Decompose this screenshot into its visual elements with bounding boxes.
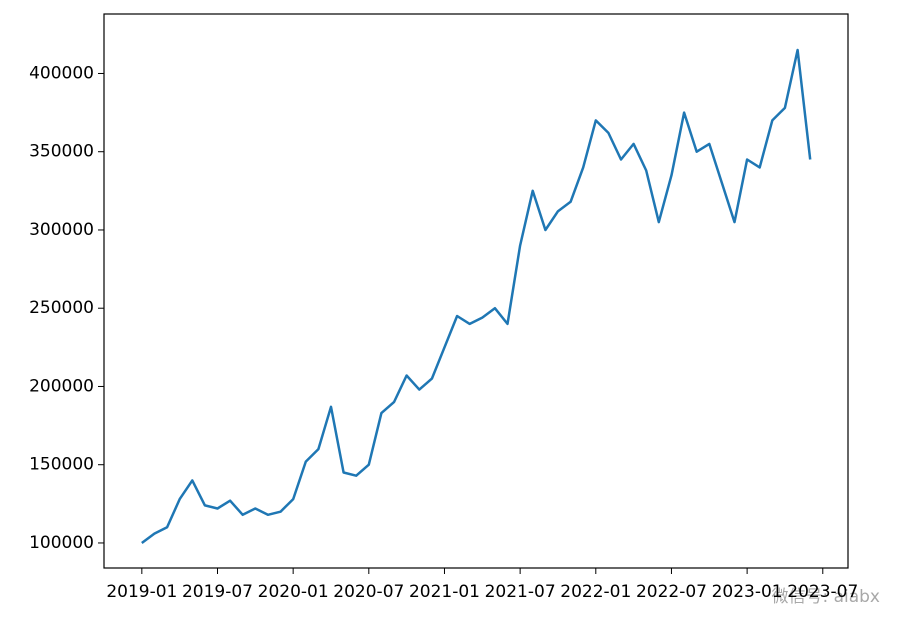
plot-frame <box>103 13 849 569</box>
x-tick-label: 2021-07 <box>485 582 556 602</box>
y-tick-label: 150000 <box>29 455 94 475</box>
watermark: 微信号: aiabx <box>771 587 880 607</box>
data-line <box>141 48 812 545</box>
y-tick-label: 200000 <box>29 376 94 396</box>
x-tick-label: 2023-01 <box>712 582 783 602</box>
x-tick-label: 2021-01 <box>409 582 480 602</box>
y-tick-label: 100000 <box>29 533 94 553</box>
x-tick-label: 2020-01 <box>258 582 329 602</box>
x-tick-label: 2023-07 <box>787 582 858 602</box>
x-tick-label: 2019-07 <box>182 582 253 602</box>
x-tick-label: 2022-01 <box>560 582 631 602</box>
x-tick-label: 2019-01 <box>106 582 177 602</box>
y-tick-label: 250000 <box>29 298 94 318</box>
y-tick-label: 350000 <box>29 142 94 162</box>
x-tick-label: 2020-07 <box>333 582 404 602</box>
y-tick-label: 400000 <box>29 63 94 83</box>
y-tick-label: 300000 <box>29 220 94 240</box>
x-tick-label: 2022-07 <box>636 582 707 602</box>
